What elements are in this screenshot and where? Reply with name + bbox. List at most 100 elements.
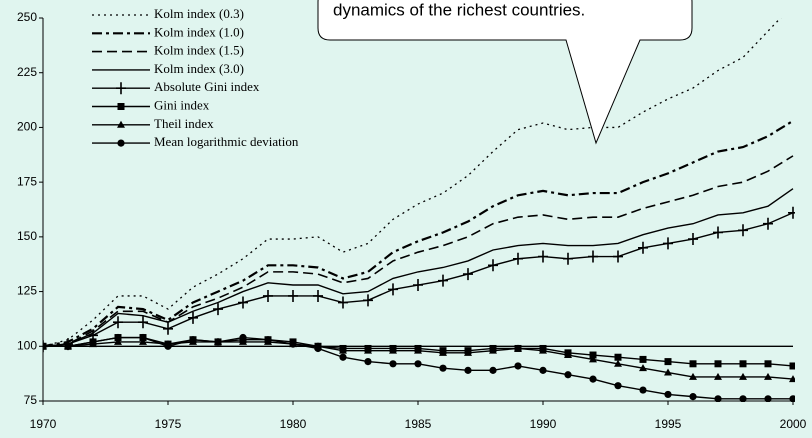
marker [789, 375, 795, 383]
marker [163, 322, 173, 335]
marker [514, 362, 522, 370]
marker [439, 364, 447, 372]
marker [238, 296, 248, 309]
y-tick-label: 250 [17, 10, 37, 24]
marker [613, 250, 623, 263]
marker [363, 294, 373, 307]
marker [589, 355, 597, 363]
marker [414, 346, 422, 354]
marker [117, 103, 125, 110]
marker [288, 289, 298, 302]
callout-box [317, 0, 693, 145]
marker [139, 337, 147, 345]
marker [564, 371, 572, 379]
y-tick-label: 150 [17, 229, 37, 243]
marker [117, 139, 125, 147]
marker [739, 372, 747, 380]
marker [89, 338, 97, 346]
marker [738, 224, 748, 237]
marker [139, 333, 147, 342]
marker [663, 237, 673, 250]
marker [264, 336, 272, 344]
marker [43, 342, 47, 350]
marker [114, 333, 122, 342]
marker [538, 250, 548, 263]
x-tick-label: 1985 [405, 417, 432, 431]
marker [117, 120, 125, 128]
marker [789, 395, 795, 402]
series-line [43, 18, 782, 347]
x-tick-label: 2000 [780, 417, 807, 431]
marker [489, 346, 497, 354]
marker [213, 303, 223, 316]
y-tick-label: 75 [24, 393, 38, 407]
marker [689, 393, 697, 401]
axes: 75 100 125 150 175 200 225 250 1970 1975 1980 1985 1… [17, 10, 807, 431]
marker [116, 82, 126, 95]
marker [339, 346, 347, 354]
legend-label: Kolm index (1.0) [154, 24, 244, 39]
x-tick-label: 1970 [30, 417, 57, 431]
marker [138, 316, 148, 329]
marker [464, 366, 472, 374]
series-line [43, 188, 794, 347]
legend-label: Mean logarithmic deviation [154, 134, 299, 149]
marker [514, 344, 522, 352]
series-line [43, 119, 794, 348]
marker [64, 342, 72, 350]
marker [639, 355, 647, 363]
legend-label: Kolm index (0.3) [154, 6, 244, 21]
marker [664, 390, 672, 399]
marker [664, 358, 672, 366]
marker [389, 346, 397, 354]
y-tick-label: 100 [17, 338, 37, 352]
marker [764, 372, 772, 380]
marker [214, 338, 222, 346]
marker [438, 274, 448, 287]
marker [439, 348, 447, 356]
marker [639, 364, 647, 372]
x-tick-label: 1995 [655, 417, 682, 431]
x-tick-label: 1975 [155, 417, 182, 431]
legend-label: Kolm index (1.5) [154, 43, 244, 58]
marker [389, 360, 397, 368]
callout: dynamics of the richest countries. [317, 0, 693, 145]
marker [589, 351, 597, 359]
marker [239, 333, 247, 342]
marker [239, 337, 247, 345]
x-tick-label: 1990 [530, 417, 557, 431]
marker [313, 289, 323, 302]
legend-label: Theil index [154, 116, 214, 131]
marker [614, 353, 622, 361]
marker [564, 351, 572, 359]
legend-label: Absolute Gini index [154, 79, 260, 94]
marker [689, 360, 697, 368]
plot-area [43, 18, 795, 402]
marker [588, 250, 598, 263]
marker [413, 279, 423, 292]
y-tick-label: 200 [17, 120, 37, 134]
marker [764, 360, 772, 368]
marker [338, 296, 348, 309]
marker [789, 362, 795, 370]
callout-text: dynamics of the richest countries. [333, 0, 585, 19]
marker [364, 358, 372, 366]
marker [114, 337, 122, 345]
marker [339, 353, 347, 361]
marker [388, 283, 398, 296]
marker [739, 360, 747, 368]
marker [539, 346, 547, 354]
marker [563, 252, 573, 265]
marker [113, 316, 123, 329]
marker [539, 366, 547, 374]
marker [739, 395, 747, 402]
marker [414, 360, 422, 368]
marker [639, 386, 647, 394]
marker [763, 217, 773, 230]
marker [188, 311, 198, 324]
marker [589, 375, 597, 383]
marker [488, 259, 498, 272]
marker [364, 346, 372, 354]
legend-label: Kolm index (3.0) [154, 61, 244, 76]
